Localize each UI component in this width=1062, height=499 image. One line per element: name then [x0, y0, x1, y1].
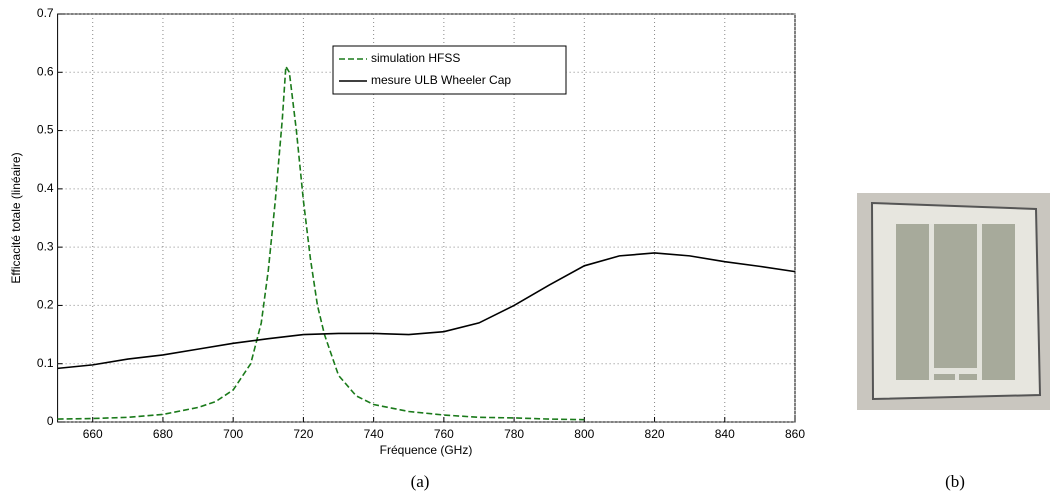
- x-tick-label: 820: [645, 427, 665, 441]
- x-tick-label: 660: [83, 427, 103, 441]
- legend-box: [332, 45, 567, 95]
- x-tick-label: 780: [504, 427, 524, 441]
- legend-label: simulation HFSS: [371, 51, 460, 65]
- y-tick-label: 0: [47, 414, 54, 428]
- x-tick-label: 760: [434, 427, 454, 441]
- x-tick-label: 680: [153, 427, 173, 441]
- x-axis-label: Fréquence (GHz): [380, 443, 473, 457]
- y-tick-label: 0.6: [37, 64, 54, 78]
- x-tick-label: 800: [574, 427, 594, 441]
- y-tick-label: 0.5: [37, 123, 54, 137]
- x-tick-label: 720: [293, 427, 313, 441]
- y-tick-label: 0.4: [37, 181, 54, 195]
- y-tick-label: 0.2: [37, 298, 54, 312]
- x-tick-label: 840: [715, 427, 735, 441]
- photo: [857, 193, 1050, 410]
- caption: (a): [411, 472, 430, 491]
- legend-label: mesure ULB Wheeler Cap: [371, 73, 511, 87]
- y-tick-label: 0.7: [37, 6, 54, 20]
- line-series: [57, 63, 585, 421]
- caption: (b): [945, 472, 965, 491]
- y-tick-label: 0.3: [37, 239, 54, 253]
- line-series: [57, 252, 796, 370]
- x-tick-label: 860: [785, 427, 805, 441]
- y-axis-label: Efficacité totale (linéaire): [9, 152, 23, 283]
- x-tick-label: 740: [364, 427, 384, 441]
- x-tick-label: 700: [223, 427, 243, 441]
- y-tick-label: 0.1: [37, 356, 54, 370]
